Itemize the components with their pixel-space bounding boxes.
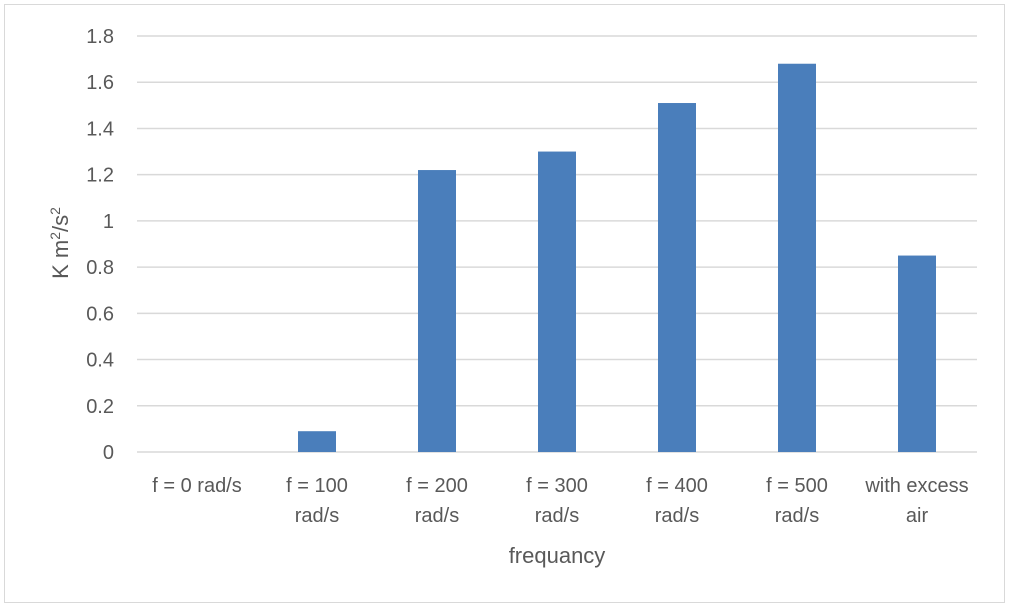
bar <box>298 431 336 452</box>
x-tick-label: f = 500 rad/s <box>766 475 828 527</box>
y-axis-title-base: K m <box>48 240 73 279</box>
bar <box>418 170 456 453</box>
y-tick-label: 1.8 <box>86 26 114 48</box>
x-tick-label-line: f = 300 <box>526 475 588 497</box>
y-tick-label: 1.4 <box>86 118 114 140</box>
bar <box>538 151 576 453</box>
y-tick-label: 1.2 <box>86 165 114 187</box>
x-tick-label: with excess air <box>864 475 968 527</box>
y-tick-labels: 0 0.2 0.4 0.6 0.8 1 1.2 1.4 1.6 1.8 <box>86 26 114 464</box>
y-axis-title: K m2/s2 <box>47 207 73 279</box>
x-tick-label-line: air <box>906 505 929 527</box>
bar <box>898 255 936 452</box>
y-tick-label: 1.6 <box>86 72 114 94</box>
gridlines <box>137 35 977 453</box>
x-tick-label-line: with excess <box>864 475 968 497</box>
bar <box>658 103 696 453</box>
bars <box>298 63 936 453</box>
y-tick-label: 1 <box>103 211 114 233</box>
x-tick-label-line: rad/s <box>295 505 339 527</box>
y-axis-title-sup2: 2 <box>47 207 63 215</box>
y-tick-label: 0.6 <box>86 303 114 325</box>
y-tick-label: 0.8 <box>86 257 114 279</box>
x-tick-label-line: rad/s <box>655 505 699 527</box>
y-tick-label: 0.4 <box>86 350 114 372</box>
x-axis-title: frequancy <box>509 543 606 568</box>
x-tick-label-line: f = 400 <box>646 475 708 497</box>
y-tick-label: 0 <box>103 442 114 464</box>
x-tick-labels: f = 0 rad/s f = 100 rad/sf = 200 rad/sf = 3… <box>152 475 968 527</box>
x-tick-label: f = 400 rad/s <box>646 475 708 527</box>
y-axis-title-sup1: 2 <box>47 232 63 240</box>
x-tick-label-line: f = 100 <box>286 475 348 497</box>
x-tick-label-line: f = 500 <box>766 475 828 497</box>
x-tick-label: f = 300 rad/s <box>526 475 588 527</box>
chart-frame <box>4 4 1005 603</box>
x-tick-label: f = 200 rad/s <box>406 475 468 527</box>
x-tick-label-line: rad/s <box>775 505 819 527</box>
bar <box>778 63 816 452</box>
x-tick-label-line: rad/s <box>535 505 579 527</box>
x-tick-label-line: f = 200 <box>406 475 468 497</box>
y-axis-title-mid: /s <box>48 215 73 232</box>
x-tick-label: f = 0 rad/s <box>152 475 242 497</box>
y-tick-label: 0.2 <box>86 396 114 418</box>
x-tick-label-line: f = 0 rad/s <box>152 475 242 497</box>
x-tick-label-line: rad/s <box>415 505 459 527</box>
x-tick-label: f = 100 rad/s <box>286 475 348 527</box>
